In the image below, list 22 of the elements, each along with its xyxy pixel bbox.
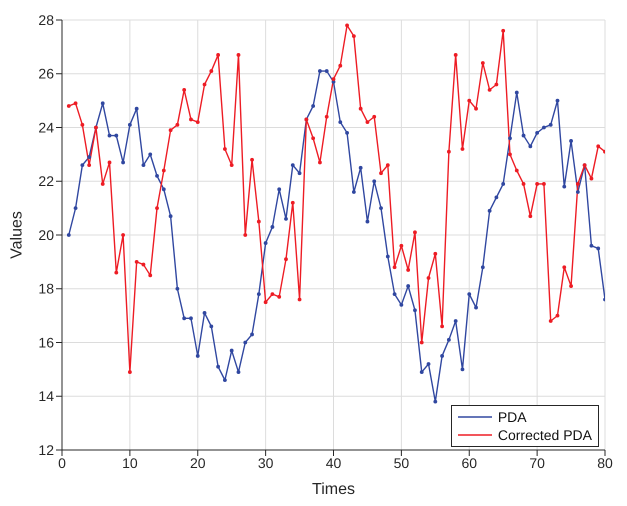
y-tick-label: 24	[38, 119, 54, 136]
legend-label: Corrected PDA	[498, 426, 592, 444]
legend-label: PDA	[498, 408, 527, 426]
y-tick-label: 12	[38, 442, 54, 458]
y-tick-label: 28	[38, 12, 54, 28]
y-tick-label: 18	[38, 280, 54, 297]
x-axis-title: Times	[312, 481, 355, 498]
x-tick-label: 40	[326, 454, 342, 471]
y-axis-title: Values	[8, 211, 26, 259]
y-tick-label: 20	[38, 226, 54, 243]
y-tick-label: 16	[38, 334, 54, 350]
x-tick-label: 10	[122, 454, 138, 471]
x-tick-label: 0	[58, 454, 66, 471]
x-tick-label: 80	[597, 454, 613, 471]
y-tick-label: 14	[38, 388, 54, 404]
y-tick-label: 26	[38, 66, 54, 82]
x-tick-label: 70	[529, 454, 546, 471]
x-tick-label: 30	[258, 454, 274, 471]
y-tick-label: 22	[38, 173, 54, 190]
x-tick-label: 50	[394, 454, 410, 471]
x-tick-label: 60	[461, 454, 478, 471]
x-tick-label: 20	[190, 454, 206, 471]
